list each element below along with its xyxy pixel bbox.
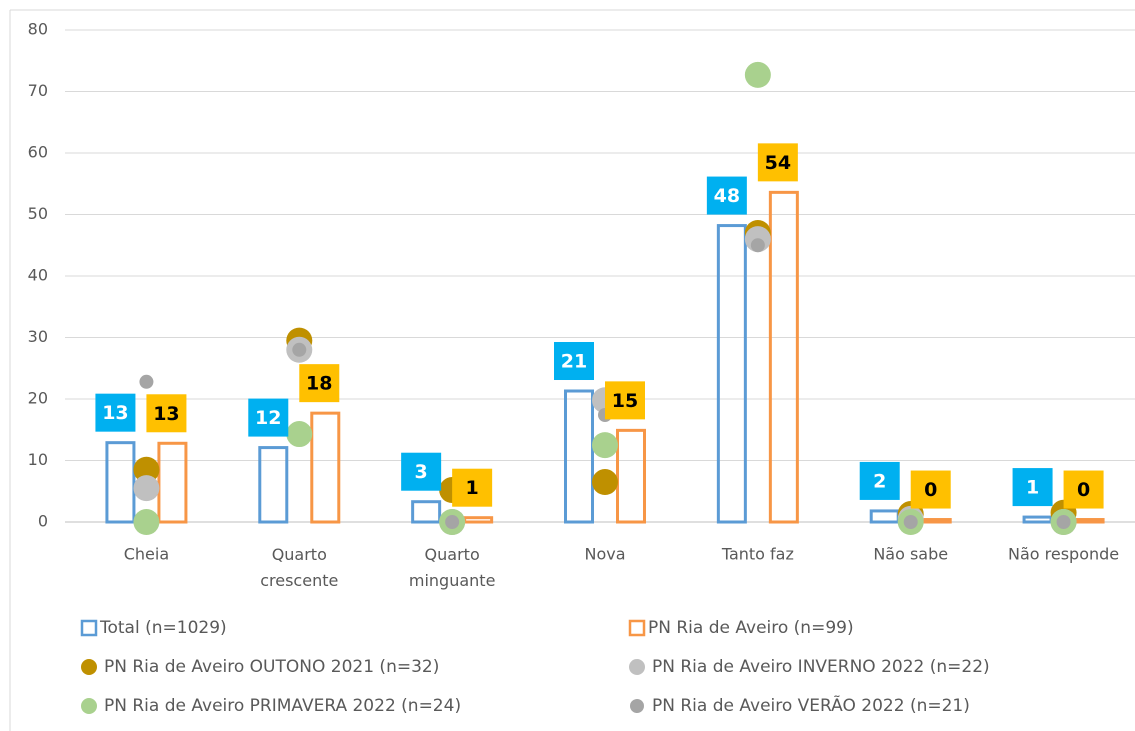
data-label: 3 [415,461,428,483]
y-tick-label: 0 [38,512,48,531]
data-label: 13 [102,402,128,424]
data-label-box [554,342,594,381]
data-label: 18 [306,373,332,395]
legend-swatch [81,659,97,675]
data-label: 1 [466,477,479,499]
bar [564,389,594,524]
legend-swatch [81,698,97,714]
dot [139,374,154,389]
dot [592,432,618,459]
y-tick-label: 70 [28,81,48,100]
data-label-box [706,176,747,215]
y-tick-label: 20 [28,389,48,408]
data-label-box [757,143,798,182]
data-label: 15 [612,390,638,412]
x-tick-label: Não sabe [873,545,948,564]
legend-label: PN Ria de Aveiro VERÃO 2022 (n=21) [652,694,970,716]
data-label-box [248,398,289,437]
x-tick-label: Cheia [124,545,169,564]
dot [903,515,918,529]
bar [616,428,646,524]
y-tick-label: 40 [28,266,48,285]
y-tick-label: 30 [28,327,48,346]
y-tick-label: 10 [28,450,48,469]
dot [445,515,460,529]
x-tick-label: Tanto faz [721,545,794,564]
legend-label: PN Ria de Aveiro PRIMAVERA 2022 (n=24) [104,696,461,716]
legend-label: PN Ria de Aveiro INVERNO 2022 (n=22) [652,657,990,677]
dot [744,61,771,88]
x-tick-label: Nova [584,545,625,564]
data-label: 0 [1077,479,1090,501]
legend-label: PN Ria de Aveiro (n=99) [648,618,854,638]
bar [1074,518,1105,524]
bar [411,500,442,524]
data-label-box [401,452,442,491]
data-label-box [605,381,645,420]
legend-swatch [628,619,646,637]
x-tick-label: Quarto minguante [409,545,496,590]
bar [157,441,188,524]
bar [921,518,952,524]
bar [716,224,747,524]
legend-label: Total (n=1029) [99,618,227,638]
dot [133,456,160,483]
data-label: 13 [153,403,179,425]
legend-swatch [629,659,645,675]
x-tick-label-line: Quarto [425,545,480,564]
x-tick-label: Não responde [1008,545,1119,564]
x-tick-label: Quarto crescente [260,545,338,590]
legend-swatch [80,619,98,637]
data-label: 0 [924,479,937,501]
y-tick-label: 80 [28,20,48,39]
bar [768,190,799,524]
bar [310,411,341,524]
data-label-box [146,394,187,433]
x-tick-label-line: minguante [409,571,496,590]
dot [292,342,307,357]
dot [592,469,618,496]
data-label-box [859,461,900,500]
bar [1022,515,1053,524]
data-label: 12 [255,407,281,429]
x-tick-label-line: crescente [260,571,338,590]
bar [869,509,900,524]
data-label: 48 [714,185,740,207]
legend-swatch [630,699,644,713]
data-label-box [452,468,493,507]
data-label-box [1063,470,1104,509]
data-label: 2 [873,470,886,492]
dot [750,238,765,253]
legend-label: PN Ria de Aveiro OUTONO 2021 (n=32) [104,657,439,677]
data-label-box [1012,468,1053,507]
y-tick-label: 60 [28,143,48,162]
dot [133,509,160,535]
data-label-box [910,470,951,509]
bar [463,516,494,524]
data-label-box [95,393,136,432]
data-label: 1 [1026,477,1039,499]
bar [105,441,136,524]
dot [133,475,160,502]
dot [1056,515,1071,529]
data-label: 21 [561,351,587,373]
data-label-box [299,364,340,403]
bar [258,446,289,524]
dot [286,421,313,448]
y-tick-label: 50 [28,204,48,223]
x-tick-label-line: Quarto [272,545,327,564]
data-label: 54 [765,152,791,174]
